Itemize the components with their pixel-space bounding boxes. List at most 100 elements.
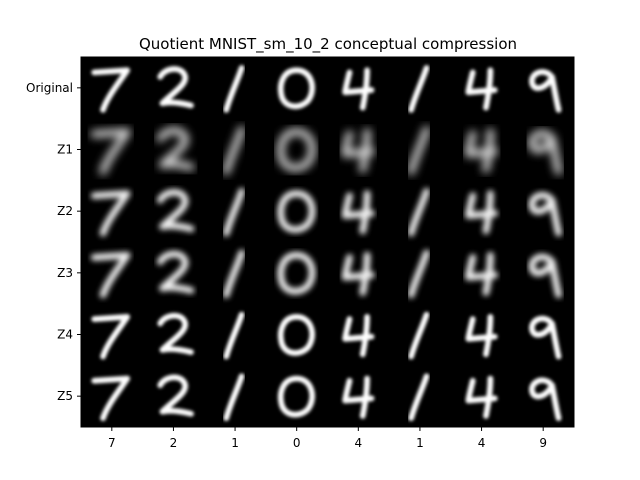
digit-cell: [156, 189, 195, 233]
digit-cell: [277, 67, 315, 110]
digit-stroke: [342, 67, 375, 111]
digit-cell: [222, 126, 246, 176]
digit-stroke: [341, 190, 375, 235]
digit-cell: [222, 188, 245, 237]
x-tick-label: 4: [478, 436, 486, 450]
digit-stroke: [277, 314, 315, 356]
digit-cell: [529, 377, 562, 422]
digit-stroke: [222, 126, 246, 176]
x-tick-label: 1: [231, 436, 239, 450]
y-tick-label: Z1: [57, 143, 73, 157]
digit-cell: [156, 127, 195, 171]
digit-stroke: [407, 126, 431, 176]
digit-stroke: [91, 375, 131, 422]
digit-cell: [223, 65, 245, 113]
digit-stroke: [465, 190, 499, 235]
digit-cell: [408, 311, 430, 360]
digit-stroke: [91, 314, 131, 360]
digit-stroke: [407, 249, 430, 299]
figure-title: Quotient MNIST_sm_10_2 conceptual compre…: [139, 35, 517, 54]
digit-cell: [90, 251, 131, 299]
digit-stroke: [277, 128, 316, 172]
digit-stroke: [223, 65, 245, 113]
digit-cell: [341, 190, 375, 235]
digit-stroke: [277, 251, 316, 295]
digit-cell: [529, 315, 562, 360]
y-tick-label: Original: [26, 81, 73, 95]
digit-cell: [407, 249, 430, 299]
digit-cell: [223, 373, 245, 422]
x-axis-ticks: 7 2 1 0 4 1 4 9: [108, 427, 547, 450]
digit-cell: [465, 314, 498, 358]
y-tick-label: Z4: [57, 328, 73, 342]
digit-stroke: [157, 312, 194, 355]
digit-cell: [277, 251, 316, 295]
digit-cell: [157, 66, 194, 109]
digit-cell: [341, 128, 376, 173]
digit-cell: [91, 67, 131, 113]
digit-cell: [223, 311, 245, 360]
digit-stroke: [222, 188, 245, 237]
digit-cell: [407, 126, 431, 176]
digit-stroke: [90, 128, 131, 176]
digit-cell: [91, 314, 131, 360]
digit-stroke: [157, 66, 194, 109]
digit-stroke: [529, 69, 562, 113]
digit-cell: [342, 375, 375, 419]
digit-cell: [529, 69, 562, 113]
digit-cell: [528, 130, 563, 176]
digit-cell: [465, 67, 498, 111]
digit-cell: [91, 375, 131, 422]
digit-cell: [464, 128, 499, 173]
digit-cell: [277, 128, 316, 172]
digit-stroke: [223, 373, 245, 422]
digit-stroke: [465, 314, 498, 358]
digit-stroke: [277, 190, 316, 233]
digit-stroke: [90, 190, 131, 237]
digit-stroke: [157, 374, 194, 417]
digit-stroke: [529, 377, 562, 422]
digit-stroke: [90, 251, 131, 299]
digit-stroke: [342, 375, 375, 419]
y-tick-label: Z3: [57, 266, 73, 280]
digit-stroke: [408, 311, 430, 360]
digit-cell: [156, 250, 195, 294]
digit-cell: [222, 249, 245, 299]
digit-stroke: [156, 127, 195, 171]
digit-cell: [157, 312, 194, 355]
digit-cell: [465, 375, 498, 419]
digit-stroke: [529, 315, 562, 360]
digit-cell: [157, 374, 194, 417]
digit-cell: [277, 190, 316, 233]
digit-cell: [341, 251, 375, 296]
digit-stroke: [408, 65, 430, 113]
digit-stroke: [277, 375, 315, 418]
image-grid-panel: [80, 56, 575, 428]
y-tick-label: Z5: [57, 389, 73, 403]
digit-stroke: [341, 128, 376, 173]
x-tick-label: 9: [539, 436, 547, 450]
digit-cell: [528, 253, 562, 299]
digit-cell: [277, 375, 315, 418]
digit-cell: [465, 251, 499, 296]
digit-stroke: [465, 375, 498, 419]
digit-cell: [90, 128, 131, 176]
digit-cell: [528, 192, 562, 237]
digit-stroke: [465, 67, 498, 111]
digit-stroke: [408, 373, 430, 422]
x-tick-label: 7: [108, 436, 116, 450]
digit-stroke: [341, 251, 375, 296]
digit-cell: [408, 373, 430, 422]
digit-stroke: [156, 250, 195, 294]
x-tick-label: 4: [354, 436, 362, 450]
digit-stroke: [528, 253, 562, 299]
digit-cell: [465, 190, 499, 235]
digit-stroke: [528, 192, 562, 237]
x-tick-label: 1: [416, 436, 424, 450]
digit-stroke: [342, 314, 375, 358]
digit-stroke: [277, 67, 315, 110]
y-tick-label: Z2: [57, 204, 73, 218]
digit-stroke: [464, 128, 499, 173]
digit-stroke: [91, 67, 131, 113]
